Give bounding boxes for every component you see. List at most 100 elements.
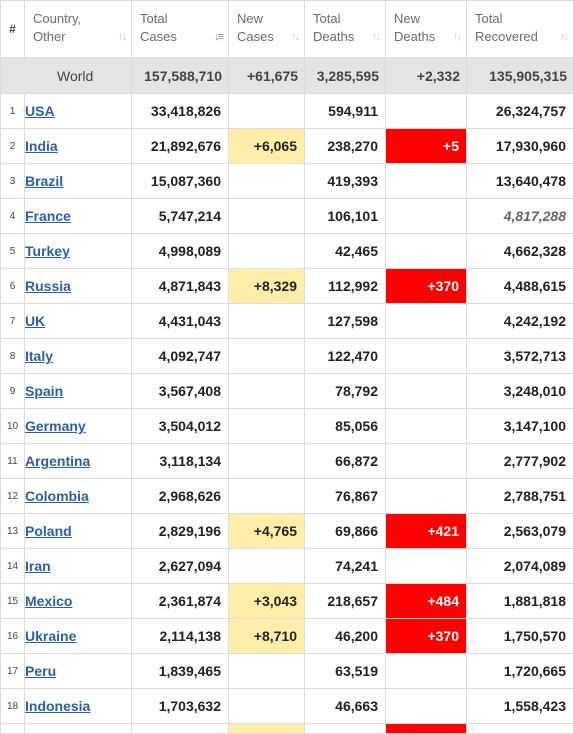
new-deaths-cell — [386, 94, 467, 129]
country-cell: Germany — [25, 409, 132, 444]
header-total-deaths[interactable]: Total Deaths ↑↓ — [305, 1, 386, 58]
country-cell: Poland — [25, 514, 132, 549]
total-cases-cell: 3,118,134 — [132, 444, 229, 479]
header-total-recovered-line1: Total — [475, 11, 502, 26]
header-new-cases-line1: New — [237, 11, 263, 26]
world-total-cases: 157,588,710 — [132, 58, 229, 94]
total-recovered-cell: 1,558,423 — [467, 689, 573, 724]
total-deaths-cell: 46,663 — [305, 689, 386, 724]
country-link[interactable]: USA — [25, 103, 55, 119]
new-cases-cell — [229, 164, 305, 199]
row-rank: 6 — [1, 269, 25, 304]
country-link[interactable]: Mexico — [25, 593, 72, 609]
sort-arrows-icon[interactable]: ↑↓ — [372, 28, 379, 46]
country-link[interactable]: Colombia — [25, 488, 89, 504]
country-cell: Brazil — [25, 164, 132, 199]
total-recovered-cell: 4,662,328 — [467, 234, 573, 269]
new-deaths-cell — [386, 689, 467, 724]
country-cell: Indonesia — [25, 689, 132, 724]
world-new-cases: +61,675 — [229, 58, 305, 94]
row-rank: 1 — [1, 94, 25, 129]
new-deaths-cell: +484 — [386, 584, 467, 619]
total-cases-cell: 33,418,826 — [132, 94, 229, 129]
total-cases-cell: 21,892,676 — [132, 129, 229, 164]
total-cases-cell: 1,703,632 — [132, 689, 229, 724]
header-new-deaths[interactable]: New Deaths ↑↓ — [386, 1, 467, 58]
new-deaths-cell — [386, 549, 467, 584]
partial-cell — [305, 724, 386, 734]
country-link[interactable]: UK — [25, 313, 45, 329]
total-deaths-cell: 63,519 — [305, 654, 386, 689]
sort-arrows-icon[interactable]: ↑↓ — [118, 28, 125, 46]
total-deaths-cell: 78,792 — [305, 374, 386, 409]
country-cell: UK — [25, 304, 132, 339]
sort-arrows-icon[interactable]: ↑↓ — [453, 28, 460, 46]
country-link[interactable]: Germany — [25, 418, 86, 434]
new-deaths-cell — [386, 374, 467, 409]
total-cases-cell: 5,747,214 — [132, 199, 229, 234]
country-cell: Italy — [25, 339, 132, 374]
country-link[interactable]: India — [25, 138, 58, 154]
header-total-deaths-line1: Total — [313, 11, 340, 26]
new-deaths-cell — [386, 199, 467, 234]
new-deaths-cell — [386, 654, 467, 689]
new-deaths-cell — [386, 304, 467, 339]
new-deaths-cell: +421 — [386, 514, 467, 549]
header-country[interactable]: Country, Other ↑↓ — [25, 1, 132, 58]
country-link[interactable]: Brazil — [25, 173, 63, 189]
country-link[interactable]: Spain — [25, 383, 63, 399]
country-cell: USA — [25, 94, 132, 129]
country-link[interactable]: Argentina — [25, 453, 90, 469]
total-deaths-cell: 66,872 — [305, 444, 386, 479]
header-total-cases[interactable]: Total Cases ↓≡ — [132, 1, 229, 58]
world-row: World 157,588,710 +61,675 3,285,595 +2,3… — [1, 58, 573, 94]
header-total-deaths-line2: Deaths — [313, 29, 354, 44]
new-cases-cell: +3,043 — [229, 584, 305, 619]
row-rank: 13 — [1, 514, 25, 549]
country-link[interactable]: Iran — [25, 558, 51, 574]
row-rank: 14 — [1, 549, 25, 584]
total-cases-cell: 3,504,012 — [132, 409, 229, 444]
new-cases-cell: +6,065 — [229, 129, 305, 164]
total-recovered-cell: 1,720,665 — [467, 654, 573, 689]
total-recovered-cell: 2,788,751 — [467, 479, 573, 514]
row-rank: 10 — [1, 409, 25, 444]
country-link[interactable]: France — [25, 208, 71, 224]
header-country-line1: Country, — [33, 11, 81, 26]
country-link[interactable]: Italy — [25, 348, 53, 364]
row-rank: 2 — [1, 129, 25, 164]
country-link[interactable]: Peru — [25, 663, 56, 679]
header-total-recovered[interactable]: Total Recovered ↑↓ — [467, 1, 573, 58]
header-new-cases-line2: Cases — [237, 29, 274, 44]
total-recovered-cell: 4,817,288 — [467, 199, 573, 234]
total-deaths-cell: 46,200 — [305, 619, 386, 654]
sort-arrows-icon[interactable]: ↑↓ — [560, 28, 567, 46]
country-cell: India — [25, 129, 132, 164]
new-cases-cell — [229, 199, 305, 234]
new-cases-cell: +4,765 — [229, 514, 305, 549]
new-cases-cell — [229, 234, 305, 269]
total-recovered-cell: 1,881,818 — [467, 584, 573, 619]
country-link[interactable]: Ukraine — [25, 628, 76, 644]
total-deaths-cell: 218,657 — [305, 584, 386, 619]
total-recovered-cell: 2,563,079 — [467, 514, 573, 549]
country-link[interactable]: Poland — [25, 523, 72, 539]
country-cell: Argentina — [25, 444, 132, 479]
total-recovered-cell: 1,750,570 — [467, 619, 573, 654]
country-link[interactable]: Turkey — [25, 243, 70, 259]
country-link[interactable]: Russia — [25, 278, 71, 294]
header-country-line2: Other — [33, 29, 66, 44]
new-cases-cell — [229, 549, 305, 584]
header-new-deaths-line1: New — [394, 11, 420, 26]
country-cell: Ukraine — [25, 619, 132, 654]
sort-arrows-icon[interactable]: ↑↓ — [291, 28, 298, 46]
sort-desc-icon[interactable]: ↓≡ — [214, 28, 222, 46]
country-link[interactable]: Indonesia — [25, 698, 90, 714]
new-cases-cell — [229, 479, 305, 514]
header-new-cases[interactable]: New Cases ↑↓ — [229, 1, 305, 58]
